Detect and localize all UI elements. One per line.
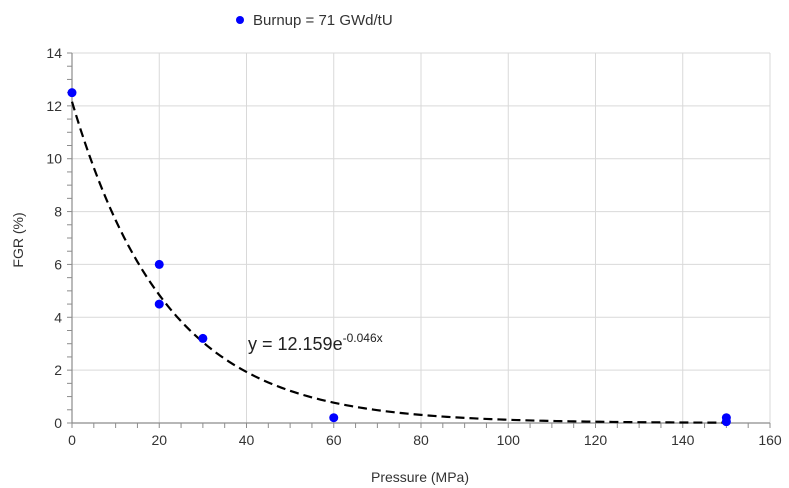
data-point bbox=[198, 333, 208, 343]
trendline-equation-exponent: -0.046x bbox=[343, 331, 383, 345]
grid-layer bbox=[72, 52, 771, 423]
trendline-equation-base: y = 12.159e bbox=[248, 334, 343, 354]
data-point bbox=[721, 417, 731, 427]
y-axis-title: FGR (%) bbox=[10, 212, 26, 267]
x-tick-label: 140 bbox=[671, 432, 695, 448]
x-axis-title: Pressure (MPa) bbox=[371, 469, 469, 485]
x-tick-label: 60 bbox=[326, 432, 342, 448]
y-tick-label: 12 bbox=[46, 98, 62, 114]
x-tick-label: 160 bbox=[758, 432, 782, 448]
trendline-curve bbox=[70, 101, 727, 424]
x-tick-label: 40 bbox=[239, 432, 255, 448]
x-tick-label: 80 bbox=[413, 432, 429, 448]
tick-label-layer: 0 20 40 60 80 100 120 140 160 0 2 4 6 8 10 12 14 bbox=[46, 45, 781, 448]
trendline-equation: y = 12.159e-0.046x bbox=[248, 331, 383, 354]
x-tick-label: 120 bbox=[584, 432, 608, 448]
trendline-layer bbox=[70, 101, 727, 424]
x-tick-label: 20 bbox=[151, 432, 167, 448]
data-point bbox=[329, 413, 339, 423]
y-tick-label: 8 bbox=[54, 204, 62, 220]
x-tick-label: 100 bbox=[497, 432, 521, 448]
data-point bbox=[67, 88, 77, 98]
legend-marker bbox=[236, 16, 244, 24]
y-tick-label: 4 bbox=[54, 309, 62, 325]
data-point-layer bbox=[67, 88, 731, 427]
legend-label: Burnup = 71 GWd/tU bbox=[253, 12, 393, 29]
axis-layer bbox=[67, 52, 771, 428]
y-tick-label: 14 bbox=[46, 45, 62, 61]
y-tick-label: 2 bbox=[54, 362, 62, 378]
y-tick-label: 0 bbox=[54, 415, 62, 431]
y-tick-label: 6 bbox=[54, 256, 62, 272]
data-point bbox=[154, 299, 164, 309]
legend: Burnup = 71 GWd/tU bbox=[236, 12, 393, 29]
y-tick-label: 10 bbox=[46, 151, 62, 167]
data-point bbox=[154, 259, 164, 269]
x-tick-label: 0 bbox=[68, 432, 76, 448]
